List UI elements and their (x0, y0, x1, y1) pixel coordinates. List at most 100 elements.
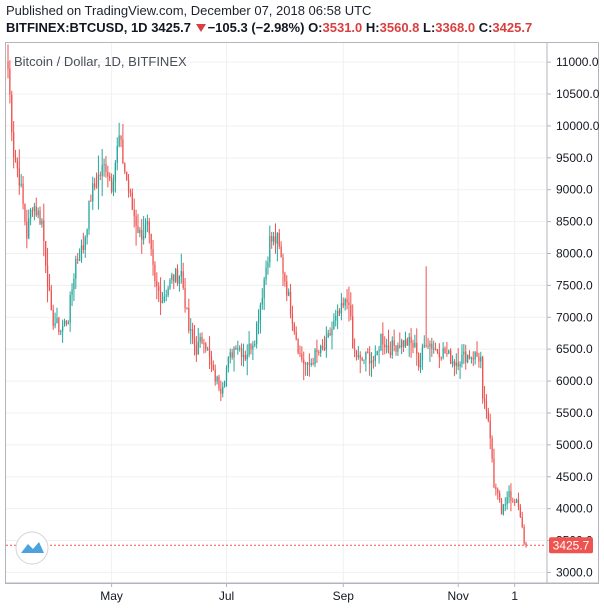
candle-body (18, 168, 20, 186)
candle-body (517, 499, 520, 507)
candle-body (401, 340, 403, 348)
candle-body (14, 156, 17, 162)
candle-body (382, 333, 384, 345)
candle-body (367, 351, 369, 353)
candle-body (525, 543, 527, 546)
candle-body (158, 286, 160, 291)
candle-body (133, 209, 135, 217)
candle-body (480, 356, 482, 362)
low-value: 3368.0 (435, 20, 476, 35)
price-change: −105.3 (−2.98%) (207, 20, 305, 35)
candle-body (26, 221, 28, 239)
candle-body (320, 345, 322, 354)
candle-body (50, 290, 52, 310)
candle-body (363, 359, 365, 361)
candle-body (41, 220, 43, 225)
candle-body (314, 349, 316, 365)
candle-body (263, 279, 265, 299)
candle-body (9, 68, 11, 95)
candle-body (48, 286, 51, 291)
candle-body (56, 317, 58, 324)
price-tick-label: 8500.0 (556, 215, 593, 229)
candle-body (39, 210, 41, 225)
candle-body (412, 342, 414, 348)
candle-body (235, 347, 237, 350)
candle-body (167, 288, 169, 296)
candle-body (184, 287, 186, 308)
candle-body (485, 400, 488, 412)
price-tick-label: 3000.0 (556, 565, 593, 579)
symbol-label: BITFINEX:BTCUSD, 1D (6, 20, 148, 35)
candle-body (512, 500, 514, 502)
candle-body (500, 500, 503, 515)
candle-body (126, 171, 128, 181)
candle-body (515, 499, 518, 503)
candle-body (333, 320, 335, 329)
candle-body (491, 438, 493, 459)
time-tick-label: Nov (448, 589, 469, 603)
candle-body (112, 181, 115, 192)
candle-body (65, 321, 68, 324)
candle-body (161, 301, 164, 303)
candle-body (436, 349, 439, 353)
candle-body (24, 203, 26, 222)
candle-body (442, 348, 444, 358)
candle-body (174, 268, 177, 282)
candle-body (105, 164, 107, 172)
candle-body (31, 210, 34, 212)
candle-body (244, 355, 246, 360)
price-tick-label: 10500.0 (556, 87, 600, 101)
candle-body (69, 295, 71, 323)
candle-body (207, 348, 209, 350)
candle-body (261, 298, 263, 305)
candle-body (468, 355, 471, 359)
high-label: H: (365, 20, 380, 35)
candle-body (357, 355, 360, 358)
candle-body (141, 229, 143, 240)
tradingview-logo-icon[interactable] (15, 531, 49, 565)
candle-body (16, 161, 19, 169)
candle-body (483, 398, 486, 401)
candle-body (274, 236, 277, 244)
candle-body (359, 355, 361, 358)
candle-body (188, 307, 190, 331)
candle-body (312, 363, 314, 365)
candle-body (335, 316, 337, 321)
candle-body (498, 493, 501, 501)
candle-body (193, 338, 196, 345)
candle-body (416, 342, 418, 354)
candle-body (229, 352, 231, 358)
candle-body (329, 333, 331, 336)
candle-body (197, 341, 199, 355)
candle-body (93, 183, 96, 188)
candle-body (239, 348, 241, 350)
candle-body (502, 504, 505, 515)
candle-body (135, 216, 137, 227)
candle-body (124, 163, 126, 172)
candle-body (75, 259, 77, 279)
candle-body (361, 357, 363, 361)
candle-body (203, 343, 205, 345)
candle-body (255, 323, 258, 344)
candle-body (227, 357, 230, 368)
candle-body (417, 353, 420, 368)
candle-body (267, 262, 269, 268)
candle-body (414, 342, 416, 348)
candle-body (11, 94, 13, 133)
candle-body (246, 354, 248, 360)
candle-body (80, 245, 83, 260)
price-tick-label: 5500.0 (556, 406, 593, 420)
last-price: 3425.7 (151, 20, 191, 35)
candle-body (352, 316, 354, 349)
time-tick-label: May (100, 589, 123, 603)
candle-body (482, 356, 484, 399)
candle-body (107, 171, 109, 177)
candle-body (33, 206, 36, 211)
candle-body (336, 310, 339, 317)
candle-body (186, 307, 188, 309)
candle-body (284, 273, 286, 282)
time-axis: May Jul Sep Nov 1 (100, 583, 518, 603)
candle-body (493, 458, 495, 488)
candle-body (37, 210, 39, 216)
